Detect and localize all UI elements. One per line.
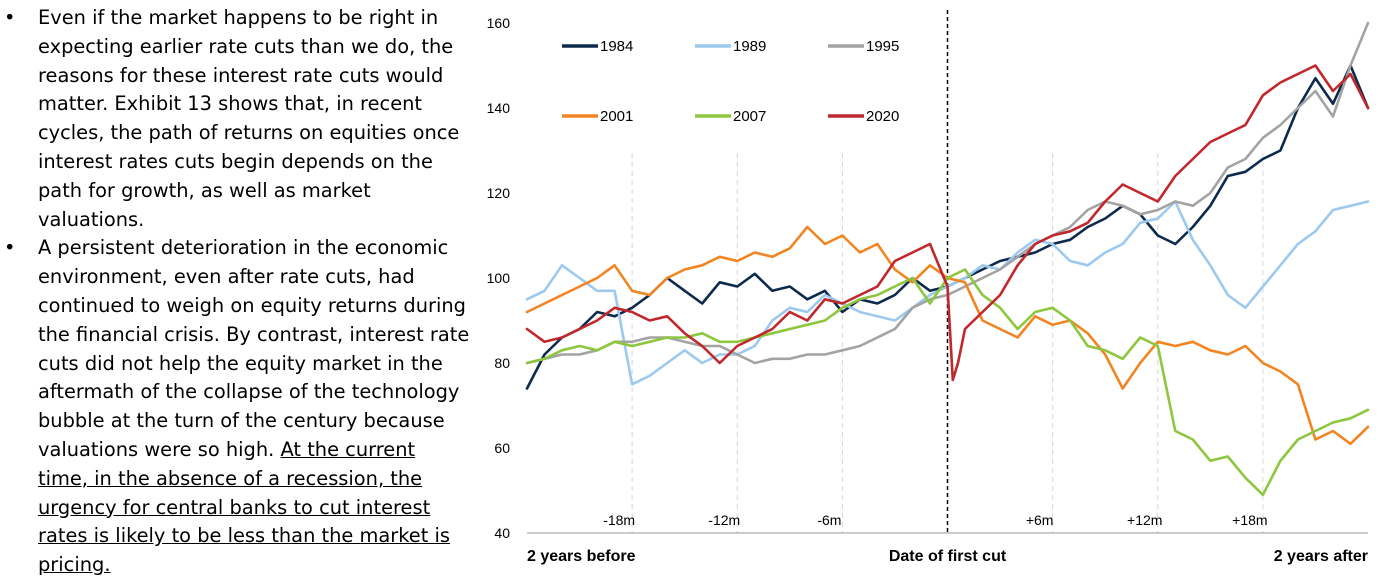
x-bottom-label-0: 2 years before <box>527 548 636 565</box>
x-tick-label-3: +6m <box>1026 512 1054 528</box>
legend-label-2020: 2020 <box>866 108 899 125</box>
bullet-2-underlined-text: At the current time, in the absence of a… <box>38 437 450 577</box>
x-tick-label-0: -18m <box>603 512 635 528</box>
y-tick-label-140: 140 <box>487 100 511 116</box>
chart-legend: 1984 1989 1995 2001 2007 2020 <box>562 38 899 125</box>
legend-label-2007: 2007 <box>733 108 766 125</box>
x-tick-label-4: +12m <box>1127 512 1162 528</box>
legend-label-1989: 1989 <box>733 38 766 55</box>
y-tick-label-160: 160 <box>487 15 511 31</box>
series-line-2007 <box>525 268 1370 497</box>
x-bottom-label-1: Date of first cut <box>889 548 1007 565</box>
bullet-2-text: A persistent deterioration in the econom… <box>38 236 470 461</box>
legend-label-2001: 2001 <box>600 108 633 125</box>
y-tick-label-100: 100 <box>487 270 511 286</box>
x-tick-label-1: -12m <box>708 512 740 528</box>
commentary-bullets: • Even if the market happens to be right… <box>0 4 470 580</box>
series-line-2020 <box>525 64 1370 382</box>
chart-axes: 40 60 80 100 120 140 160 -18m -12m -6m +6m +12m +18m… <box>487 10 1368 565</box>
bullet-1-text: Even if the market happens to be right i… <box>38 6 460 231</box>
y-tick-label-120: 120 <box>487 185 511 201</box>
rate-cut-equity-chart: 40 60 80 100 120 140 160 -18m -12m -6m +6m +12m +18m… <box>487 10 1370 565</box>
legend-label-1995: 1995 <box>866 38 899 55</box>
y-tick-label-40: 40 <box>494 525 510 541</box>
x-bottom-label-2: 2 years after <box>1274 548 1368 565</box>
legend-label-1984: 1984 <box>600 38 633 55</box>
bullet-1: • Even if the market happens to be right… <box>0 4 470 234</box>
x-tick-label-5: +18m <box>1232 512 1267 528</box>
bullet-2: • A persistent deterioration in the econ… <box>0 234 470 580</box>
y-tick-label-80: 80 <box>494 355 510 371</box>
bullet-marker: • <box>4 6 16 29</box>
chart-series <box>525 21 1370 497</box>
y-tick-label-60: 60 <box>494 440 510 456</box>
x-tick-label-2: -6m <box>817 512 841 528</box>
bullet-marker: • <box>4 236 16 260</box>
